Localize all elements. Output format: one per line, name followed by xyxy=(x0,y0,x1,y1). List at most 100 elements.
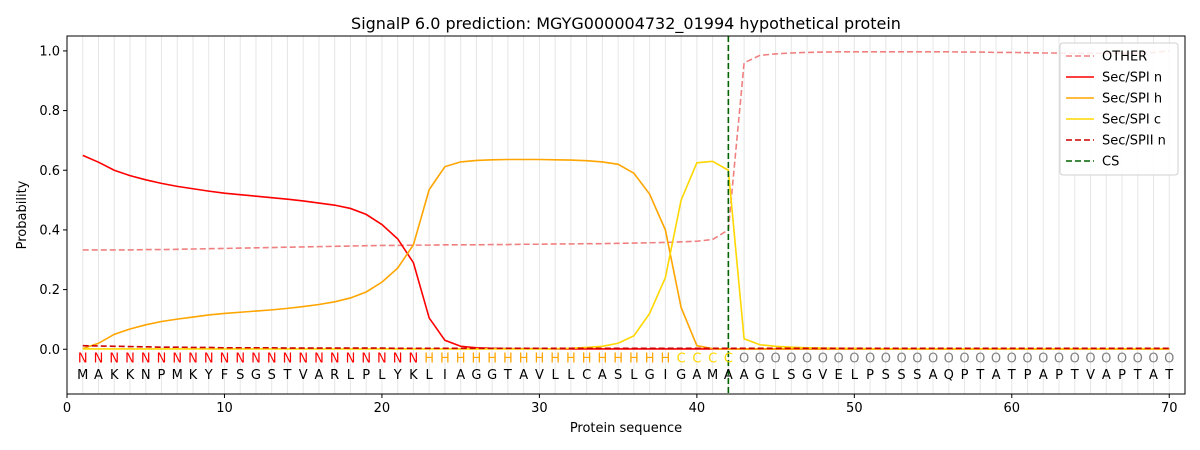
residue-label: A xyxy=(94,368,103,383)
residue-label: C xyxy=(582,368,591,383)
x-tick-label: 30 xyxy=(531,401,548,416)
region-label: C xyxy=(724,352,733,367)
residue-label: A xyxy=(740,368,749,383)
region-label: O xyxy=(865,352,875,367)
region-label: O xyxy=(1101,352,1111,367)
residue-label: L xyxy=(347,368,355,383)
residue-label: P xyxy=(158,368,166,383)
region-label: C xyxy=(692,352,701,367)
residue-label: R xyxy=(330,368,339,383)
residue-label: S xyxy=(913,368,921,383)
residue-label: G xyxy=(471,368,481,383)
residue-label: T xyxy=(1070,368,1079,383)
residue-label: G xyxy=(755,368,765,383)
residue-label: K xyxy=(189,368,198,383)
region-label: O xyxy=(755,352,765,367)
residue-label: L xyxy=(567,368,575,383)
residue-label: P xyxy=(362,368,370,383)
region-label: C xyxy=(677,352,686,367)
residue-label: G xyxy=(487,368,497,383)
y-tick-label: 0.2 xyxy=(39,283,60,298)
region-label: N xyxy=(109,352,119,367)
region-label: O xyxy=(786,352,796,367)
residue-label: V xyxy=(818,368,827,383)
region-label: O xyxy=(739,352,749,367)
residue-label: T xyxy=(975,368,984,383)
residue-label: N xyxy=(141,368,151,383)
residue-label: G xyxy=(802,368,812,383)
legend-label: Sec/SPII n xyxy=(1102,134,1166,149)
region-label: N xyxy=(330,352,340,367)
residue-label: A xyxy=(1102,368,1111,383)
region-label: O xyxy=(959,352,969,367)
region-label: N xyxy=(94,352,104,367)
region-label: O xyxy=(1070,352,1080,367)
region-label: N xyxy=(361,352,371,367)
region-label: N xyxy=(267,352,277,367)
y-tick-label: 1.0 xyxy=(39,44,60,59)
region-label: N xyxy=(314,352,324,367)
legend-label: Sec/SPI n xyxy=(1102,71,1162,86)
x-axis-title: Protein sequence xyxy=(570,421,682,436)
residue-label: A xyxy=(519,368,528,383)
residue-label: S xyxy=(897,368,905,383)
residue-label: S xyxy=(236,368,244,383)
residue-label: Y xyxy=(204,368,213,383)
y-tick-label: 0.0 xyxy=(39,343,60,358)
region-label: N xyxy=(235,352,245,367)
region-label: H xyxy=(645,352,655,367)
y-tick-label: 0.6 xyxy=(39,164,60,179)
x-tick-label: 10 xyxy=(216,401,233,416)
legend: OTHER Sec/SPI n Sec/SPI h Sec/SPI c Sec/SPII… xyxy=(1059,42,1179,176)
region-label: N xyxy=(141,352,151,367)
residue-label: L xyxy=(552,368,560,383)
residue-label: L xyxy=(630,368,638,383)
region-label: H xyxy=(566,352,576,367)
region-label: N xyxy=(78,352,88,367)
residue-label: T xyxy=(1164,368,1173,383)
x-tick-label: 50 xyxy=(846,401,863,416)
plot-frame xyxy=(66,35,1186,395)
residue-label: A xyxy=(724,368,733,383)
region-label: O xyxy=(1054,352,1064,367)
residue-label: A xyxy=(1149,368,1158,383)
region-label: O xyxy=(1148,352,1158,367)
region-label: O xyxy=(1022,352,1032,367)
x-tick-label: 70 xyxy=(1161,401,1178,416)
residue-label: V xyxy=(299,368,308,383)
residue-label: K xyxy=(110,368,119,383)
region-label: N xyxy=(251,352,261,367)
series-line-sec-spi-h xyxy=(82,158,1170,350)
residue-label: A xyxy=(598,368,607,383)
residue-label: I xyxy=(663,368,667,383)
region-label: N xyxy=(298,352,308,367)
residue-label: T xyxy=(282,368,291,383)
region-label: H xyxy=(472,352,482,367)
sequence-layer: NMNANKNKNNNPNMNKNYNFNSNGNSNTNVNANRNLNPNL… xyxy=(77,352,1174,383)
residue-label: M xyxy=(172,368,183,383)
residue-label: E xyxy=(834,368,842,383)
legend-label: Sec/SPI c xyxy=(1102,113,1161,128)
region-label: O xyxy=(770,352,780,367)
region-label: O xyxy=(1133,352,1143,367)
residue-label: T xyxy=(1007,368,1016,383)
residue-label: L xyxy=(772,368,780,383)
region-label: N xyxy=(125,352,135,367)
region-label: O xyxy=(928,352,938,367)
region-label: H xyxy=(503,352,513,367)
region-label: O xyxy=(833,352,843,367)
series-line-sec-spi-c xyxy=(82,160,1170,350)
residue-label: G xyxy=(645,368,655,383)
residue-label: P xyxy=(961,368,969,383)
residue-label: T xyxy=(1133,368,1142,383)
residue-label: V xyxy=(1086,368,1095,383)
x-tick-label: 0 xyxy=(63,401,71,416)
region-label: O xyxy=(1085,352,1095,367)
region-label: O xyxy=(1007,352,1017,367)
region-label: O xyxy=(818,352,828,367)
residue-label: P xyxy=(1024,368,1032,383)
residue-label: L xyxy=(426,368,434,383)
x-axis-ticks: 0 10 20 30 40 50 60 70 xyxy=(63,394,1178,416)
region-label: H xyxy=(629,352,639,367)
